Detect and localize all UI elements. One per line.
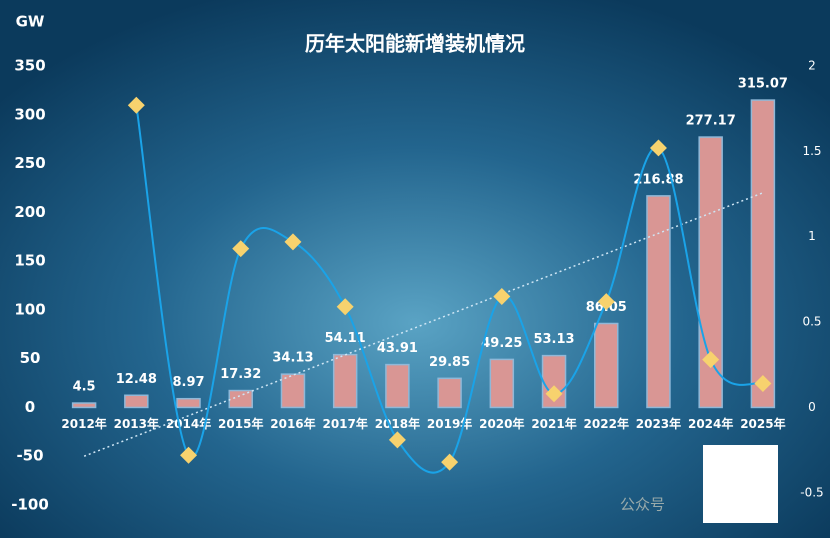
data-label: 49.25 [481, 336, 522, 351]
data-label: 12.48 [116, 372, 157, 387]
x-tick-label: 2022年 [584, 416, 629, 431]
data-label: 29.85 [429, 355, 470, 370]
y-tick-label: 150 [14, 252, 45, 270]
marker [441, 453, 459, 471]
y2-tick-label: 1.5 [802, 144, 821, 158]
data-label: 53.13 [533, 332, 574, 347]
marker [336, 298, 354, 316]
x-tick-label: 2018年 [375, 416, 420, 431]
y-tick-label: -50 [16, 447, 43, 465]
marker [232, 240, 250, 258]
y-tick-label: 50 [20, 349, 41, 367]
marker [493, 287, 511, 305]
data-label: 17.32 [220, 367, 261, 382]
x-tick-label: 2015年 [218, 416, 263, 431]
y2-tick-label: 0.5 [802, 315, 821, 329]
y-tick-label: 350 [14, 57, 45, 75]
x-tick-label: 2024年 [688, 416, 733, 431]
bar [228, 389, 253, 409]
y2-tick-label: 1 [808, 229, 816, 243]
x-tick-label: 2013年 [114, 416, 159, 431]
data-label: 34.13 [272, 351, 313, 366]
data-label: 315.07 [738, 77, 788, 92]
bar [332, 353, 358, 409]
y-tick-label: 300 [14, 105, 45, 123]
bar [280, 373, 306, 409]
qr-code [703, 445, 778, 523]
y2-tick-label: 2 [808, 59, 816, 73]
bar [124, 394, 149, 409]
marker [388, 431, 406, 449]
y-tick-label: 200 [14, 203, 45, 221]
marker [545, 385, 563, 403]
bar [176, 397, 201, 409]
bar [437, 377, 462, 409]
x-tick-label: 2019年 [427, 416, 472, 431]
x-tick-label: 2017年 [322, 416, 367, 431]
y-tick-label: 250 [14, 154, 45, 172]
marker [180, 446, 198, 464]
bar [489, 358, 515, 409]
bar [750, 99, 776, 409]
y-axis-label: GW [16, 13, 45, 31]
marker [649, 139, 667, 157]
x-tick-label: 2012年 [61, 416, 106, 431]
bar [71, 402, 97, 409]
data-label: 43.91 [377, 341, 418, 356]
x-tick-label: 2021年 [531, 416, 576, 431]
x-tick-label: 2023年 [636, 416, 681, 431]
watermark: 公众号 [620, 496, 665, 514]
marker [702, 351, 720, 369]
y2-tick-label: -0.5 [800, 485, 823, 499]
marker [284, 233, 302, 251]
data-label: 54.11 [325, 331, 366, 346]
x-tick-label: 2025年 [740, 416, 785, 431]
x-tick-label: 2020年 [479, 416, 524, 431]
y-tick-label: 0 [25, 398, 35, 416]
y-tick-label: -100 [11, 496, 49, 514]
marker [754, 375, 772, 393]
y2-tick-label: 0 [808, 400, 816, 414]
data-label: 8.97 [172, 375, 204, 390]
bar [594, 322, 619, 409]
data-label: 4.5 [73, 380, 96, 395]
chart-title: 历年太阳能新增装机情况 [305, 32, 525, 56]
y-tick-label: 100 [14, 300, 45, 318]
marker [597, 293, 615, 311]
marker [127, 96, 145, 114]
bar [646, 195, 671, 409]
trend-line [83, 192, 764, 457]
bar [385, 363, 410, 409]
x-tick-label: 2016年 [270, 416, 315, 431]
data-label: 277.17 [686, 114, 736, 129]
